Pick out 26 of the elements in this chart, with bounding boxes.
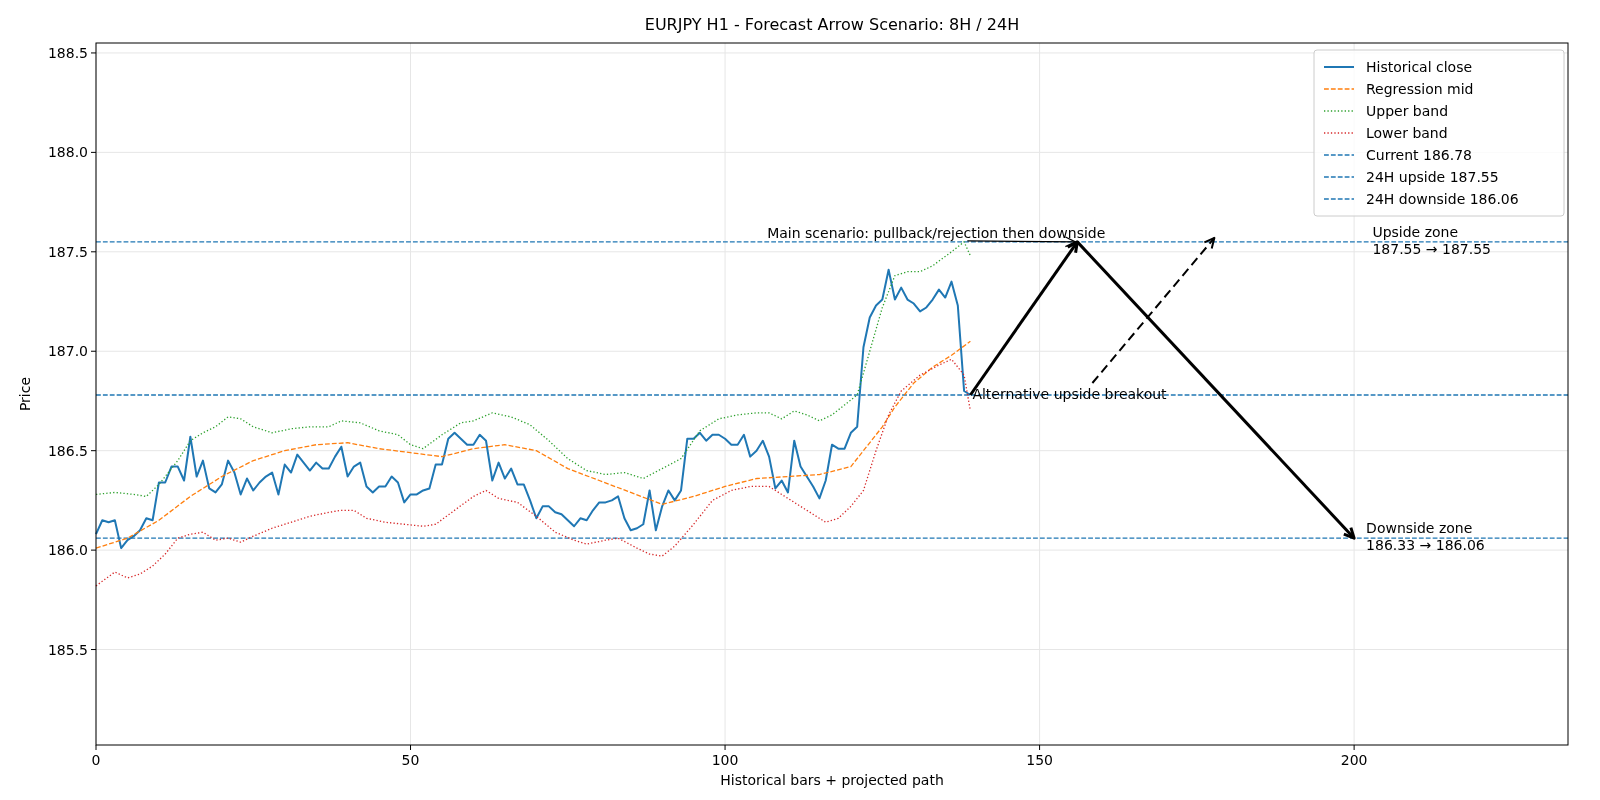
annotation: Upside zone 187.55 → 187.55	[1372, 223, 1492, 257]
x-axis-title: Historical bars + projected path	[720, 772, 944, 788]
x-tick-label: 50	[401, 752, 420, 768]
legend-label: Regression mid	[1366, 81, 1474, 97]
y-axis-title: Price	[17, 376, 33, 412]
x-tick-label: 100	[711, 752, 739, 768]
line-series	[95, 340, 972, 549]
y-tick-label: 186.5	[47, 442, 88, 459]
x-tick-label: 0	[91, 752, 101, 768]
legend-label: Historical close	[1366, 59, 1473, 75]
legend-label: Current 186.78	[1366, 147, 1473, 163]
annotation: Downside zone 186.33 → 186.06	[1366, 520, 1485, 554]
legend-label: 24H upside 187.55	[1366, 169, 1499, 185]
annotation: Main scenario: pullback/rejection then downside	[767, 224, 1106, 241]
y-tick-label: 188.0	[47, 144, 88, 161]
y-tick-label: 187.0	[47, 343, 88, 360]
legend-label: Lower band	[1366, 125, 1448, 141]
y-tick-label: 185.5	[47, 641, 88, 658]
chart-title: EURJPY H1 - Forecast Arrow Scenario: 8H / 24H	[644, 15, 1020, 34]
y-tick-label: 186.0	[47, 542, 88, 559]
x-tick-label: 150	[1026, 752, 1053, 768]
y-tick-label: 187.5	[47, 243, 88, 260]
y-tick-label: 188.5	[47, 44, 88, 61]
legend-label: Upper band	[1366, 103, 1449, 119]
legend-label: 24H downside 186.06	[1366, 191, 1519, 207]
x-tick-label: 200	[1340, 752, 1368, 768]
